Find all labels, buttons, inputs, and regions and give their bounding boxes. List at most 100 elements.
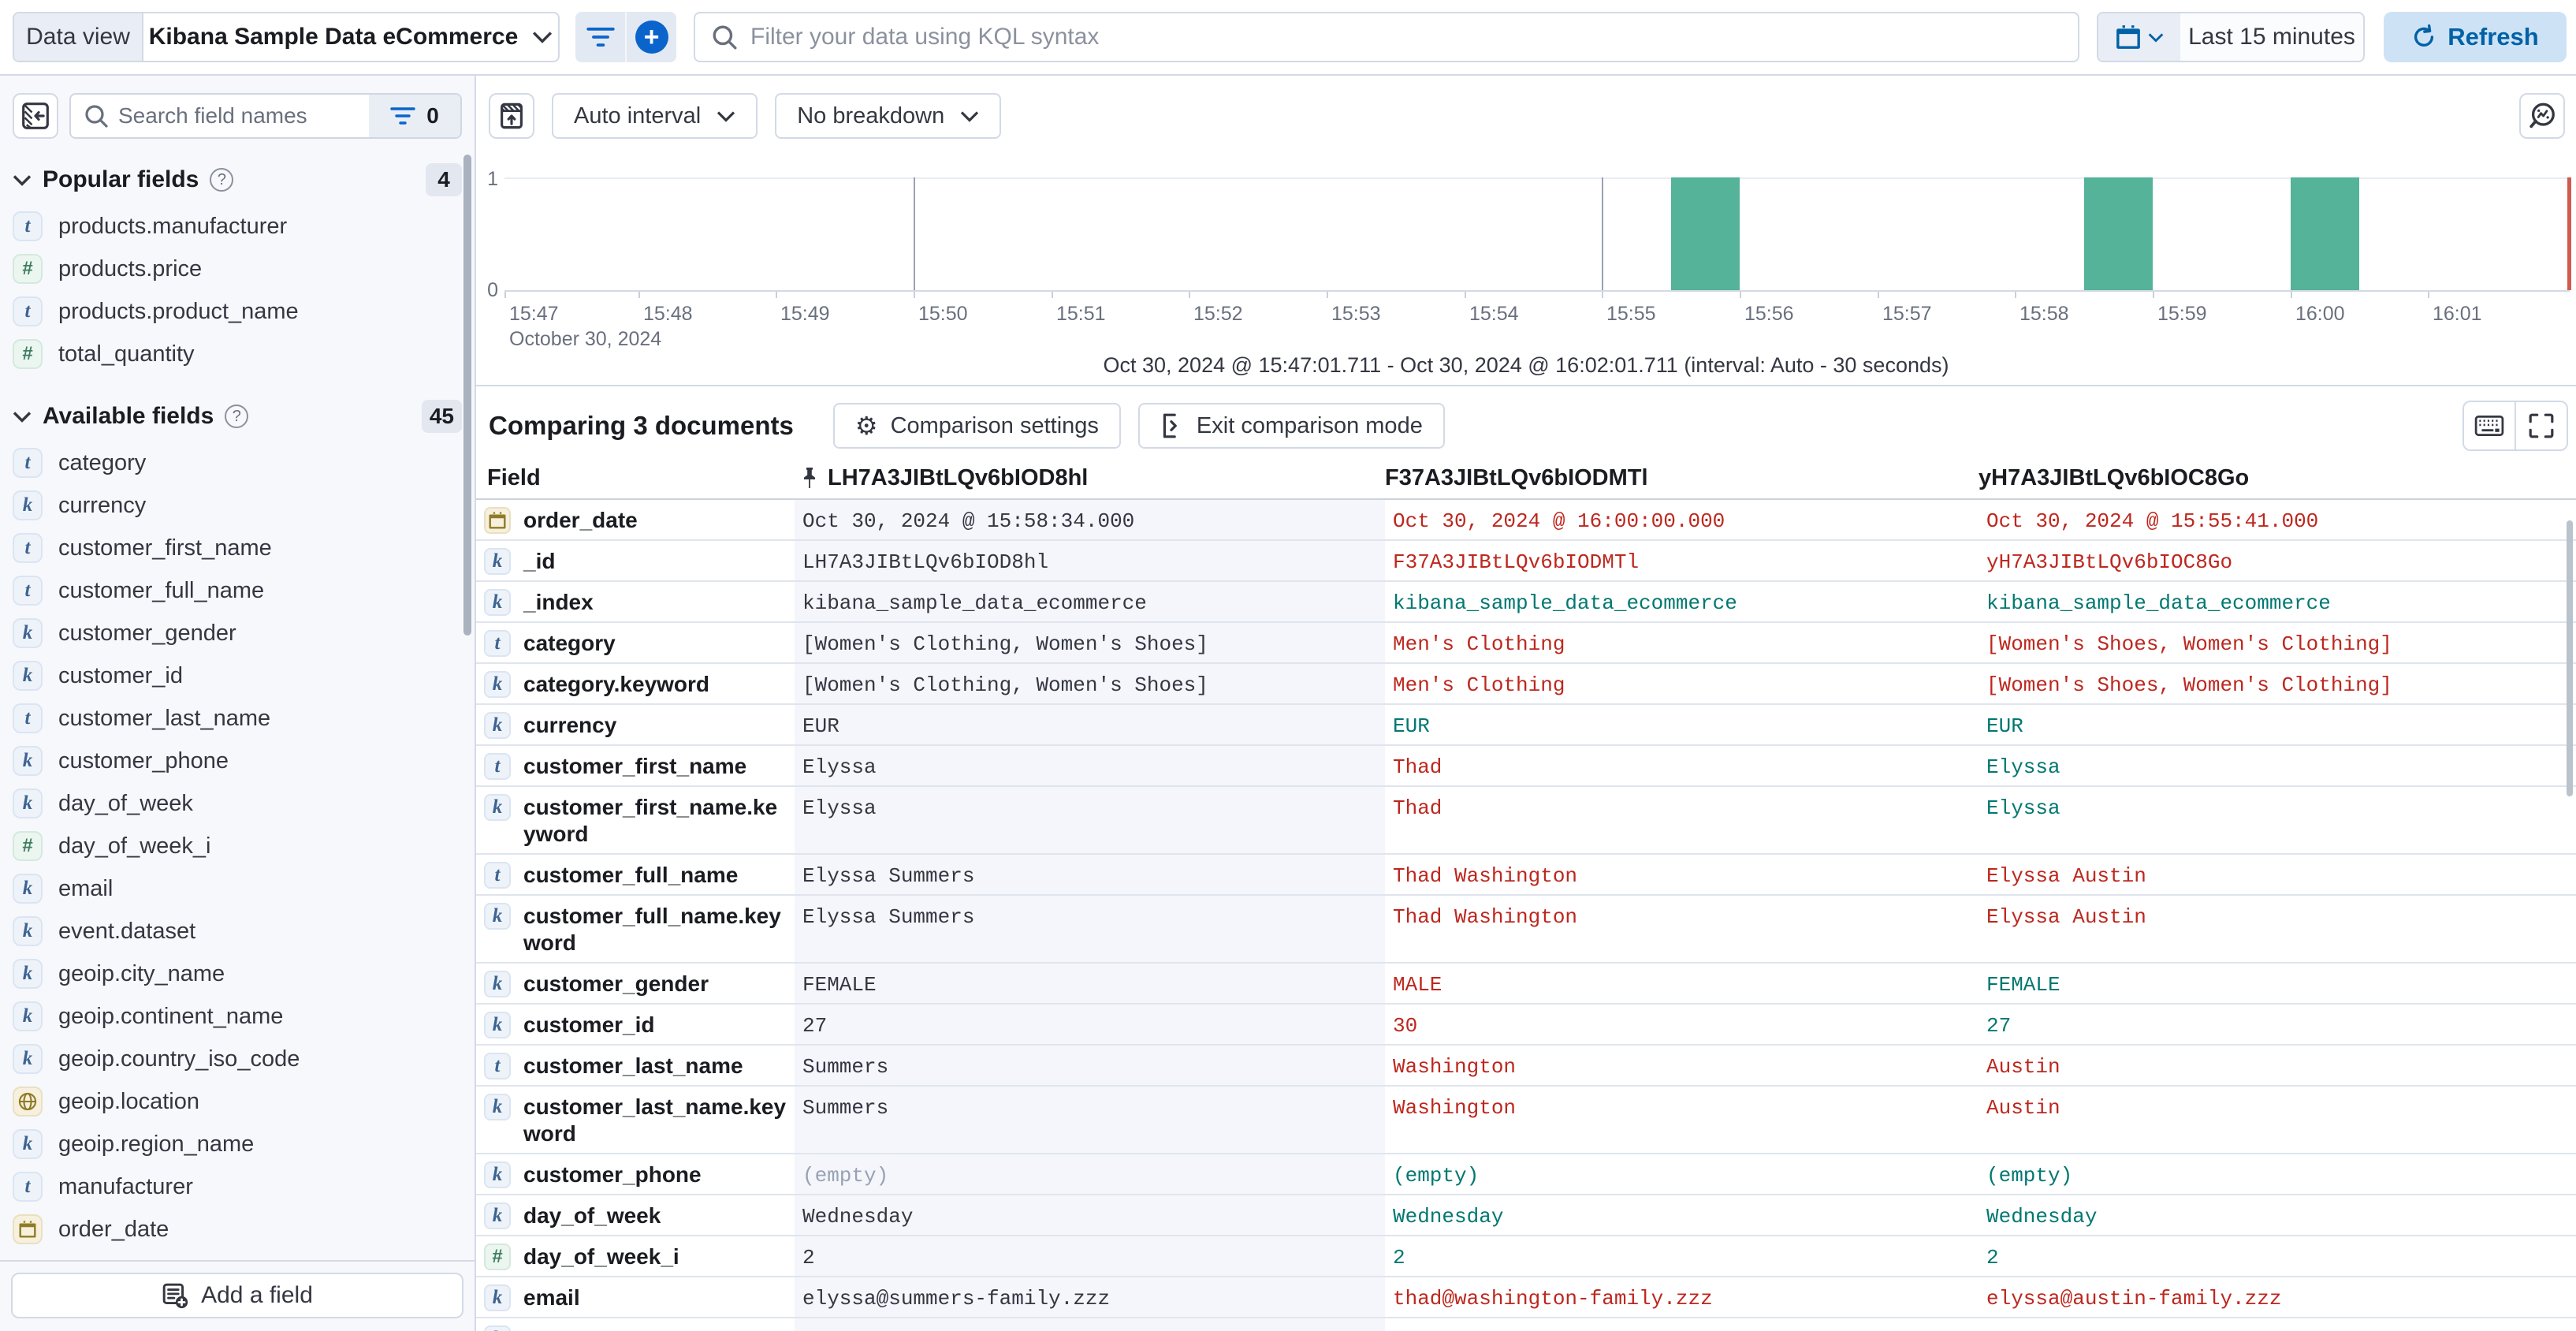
chevron-down-icon <box>13 174 32 186</box>
sidebar-field-total_quantity[interactable]: # total_quantity <box>13 333 468 375</box>
field-type-keyword-icon: k <box>484 903 511 930</box>
field-cell[interactable]: k customer_id <box>476 1005 795 1044</box>
field-search-input[interactable] <box>118 103 369 129</box>
doc-column-header-1[interactable]: LH7A3JIBtLQv6bIOD8hl <box>795 465 1385 491</box>
field-cell[interactable]: k _id <box>476 541 795 580</box>
field-type-number-icon: # <box>13 254 43 284</box>
sidebar-field-products.manufacturer[interactable]: t products.manufacturer <box>13 205 468 248</box>
sidebar-field-order_date[interactable]: order_date <box>13 1208 468 1251</box>
field-cell[interactable]: k email <box>476 1277 795 1317</box>
field-cell[interactable]: k <box>476 1318 795 1331</box>
field-column-header[interactable]: Field <box>487 464 541 490</box>
histogram-bar-16:00:00[interactable] <box>2291 177 2359 290</box>
sidebar-field-category[interactable]: t category <box>13 442 468 484</box>
sidebar-field-geoip.location[interactable]: geoip.location <box>13 1080 468 1123</box>
sidebar-field-geoip.continent_name[interactable]: k geoip.continent_name <box>13 995 468 1038</box>
field-cell[interactable]: t category <box>476 623 795 662</box>
table-row-day_of_week: k day_of_week Wednesday Wednesday Wednesday <box>476 1195 2576 1236</box>
field-name-label: email <box>523 1285 580 1310</box>
time-range-value[interactable]: Last 15 minutes <box>2188 24 2355 50</box>
field-cell[interactable]: k _index <box>476 582 795 621</box>
sidebar-field-customer_first_name[interactable]: t customer_first_name <box>13 527 468 569</box>
histogram-bar-15:55:30[interactable] <box>1671 177 1740 290</box>
exit-comparison-label: Exit comparison mode <box>1196 412 1423 438</box>
keyboard-shortcuts-button[interactable] <box>2464 402 2515 449</box>
field-cell[interactable]: # day_of_week_i <box>476 1236 795 1276</box>
exit-comparison-button[interactable]: Exit comparison mode <box>1137 403 1445 449</box>
value-cell-doc3: Austin <box>1986 1055 2060 1079</box>
field-cell[interactable]: k day_of_week <box>476 1195 795 1235</box>
collapse-sidebar-button[interactable] <box>13 93 58 139</box>
search-icon <box>85 105 108 128</box>
table-scrollbar[interactable] <box>2567 520 2573 796</box>
add-field-button[interactable]: Add a field <box>11 1273 463 1318</box>
edit-visualization-button[interactable] <box>2519 93 2565 139</box>
interval-dropdown[interactable]: Auto interval <box>552 93 758 139</box>
field-cell[interactable]: k customer_full_name.keyword <box>476 896 795 962</box>
sidebar-field-currency[interactable]: k currency <box>13 484 468 527</box>
value-cell-doc1 <box>795 1318 1385 1331</box>
section-header-popular[interactable]: Popular fields? 4 <box>0 162 475 197</box>
comparison-settings-button[interactable]: ⚙ Comparison settings <box>832 403 1121 449</box>
field-cell[interactable]: t customer_full_name <box>476 855 795 894</box>
fullscreen-button[interactable] <box>2515 402 2567 449</box>
time-picker-calendar-button[interactable] <box>2098 13 2180 61</box>
sidebar-field-products.price[interactable]: # products.price <box>13 248 468 290</box>
field-cell[interactable]: order_date <box>476 500 795 539</box>
sidebar-field-products.product_name[interactable]: t products.product_name <box>13 290 468 333</box>
refresh-label: Refresh <box>2448 23 2539 50</box>
sidebar-scrollbar[interactable] <box>463 155 471 636</box>
table-row-currency: k currency EUR EUR EUR <box>476 705 2576 746</box>
field-cell[interactable]: k category.keyword <box>476 664 795 703</box>
sidebar-field-customer_phone[interactable]: k customer_phone <box>13 740 468 782</box>
sidebar-field-geoip.city_name[interactable]: k geoip.city_name <box>13 953 468 995</box>
kql-search-bar[interactable] <box>694 12 2079 62</box>
field-name-label: customer_full_name <box>58 577 265 603</box>
field-filter-button[interactable]: 0 <box>369 95 460 137</box>
sidebar-field-geoip.country_iso_code[interactable]: k geoip.country_iso_code <box>13 1038 468 1080</box>
table-row-order_date: order_date Oct 30, 2024 @ 15:58:34.000 Oct… <box>476 500 2576 541</box>
histogram-bar-15:58:30[interactable] <box>2084 177 2153 290</box>
table-row-customer_phone: k customer_phone (empty) (empty) (empty) <box>476 1154 2576 1195</box>
sidebar-field-customer_id[interactable]: k customer_id <box>13 654 468 697</box>
field-cell[interactable]: k currency <box>476 705 795 744</box>
sidebar-field-event.dataset[interactable]: k event.dataset <box>13 910 468 953</box>
sidebar-field-email[interactable]: k email <box>13 867 468 910</box>
field-type-keyword-icon: k <box>484 971 511 997</box>
filter-menu-button[interactable] <box>575 12 625 62</box>
y-tick-label-bottom: 0 <box>487 279 498 301</box>
section-label: Available fields <box>43 403 214 429</box>
gear-icon: ⚙ <box>854 412 878 440</box>
comparison-table-body: order_date Oct 30, 2024 @ 15:58:34.000 Oct… <box>476 500 2576 1331</box>
field-name-label: day_of_week_i <box>58 833 211 859</box>
field-cell[interactable]: k customer_phone <box>476 1154 795 1194</box>
field-cell[interactable]: k customer_gender <box>476 964 795 1003</box>
sidebar-field-customer_last_name[interactable]: t customer_last_name <box>13 697 468 740</box>
field-type-keyword-icon: k <box>13 1001 43 1031</box>
field-cell[interactable]: k customer_first_name.keyword <box>476 787 795 853</box>
section-header-available[interactable]: Available fields? 45 <box>0 399 475 434</box>
toggle-chart-button[interactable] <box>489 93 534 139</box>
field-type-keyword-icon: k <box>13 661 43 691</box>
sidebar-field-day_of_week_i[interactable]: # day_of_week_i <box>13 825 468 867</box>
sidebar-field-day_of_week[interactable]: k day_of_week <box>13 782 468 825</box>
field-search-box[interactable]: 0 <box>69 93 462 139</box>
field-type-date-icon <box>484 507 511 534</box>
doc-column-header-2[interactable]: F37A3JIBtLQv6bIODMTl <box>1385 464 1648 490</box>
kql-search-input[interactable] <box>750 24 2062 50</box>
doc-column-header-3[interactable]: yH7A3JIBtLQv6bIOC8Go <box>1979 464 2250 490</box>
sidebar-field-customer_full_name[interactable]: t customer_full_name <box>13 569 468 612</box>
sidebar-field-manufacturer[interactable]: t manufacturer <box>13 1165 468 1208</box>
field-cell[interactable]: t customer_first_name <box>476 746 795 785</box>
add-filter-button[interactable]: + <box>625 12 676 62</box>
value-cell-doc3: Elyssa Austin <box>1986 864 2146 888</box>
field-cell[interactable]: t customer_last_name <box>476 1046 795 1085</box>
field-cell[interactable]: k customer_last_name.keyword <box>476 1087 795 1153</box>
sidebar-field-customer_gender[interactable]: k customer_gender <box>13 612 468 654</box>
breakdown-dropdown[interactable]: No breakdown <box>775 93 1002 139</box>
field-type-keyword-icon: k <box>484 548 511 575</box>
refresh-button[interactable]: Refresh <box>2384 12 2567 62</box>
data-view-selector[interactable]: Kibana Sample Data eCommerce <box>143 13 558 61</box>
sidebar-field-geoip.region_name[interactable]: k geoip.region_name <box>13 1123 468 1165</box>
value-cell-doc2: EUR <box>1393 714 1430 738</box>
